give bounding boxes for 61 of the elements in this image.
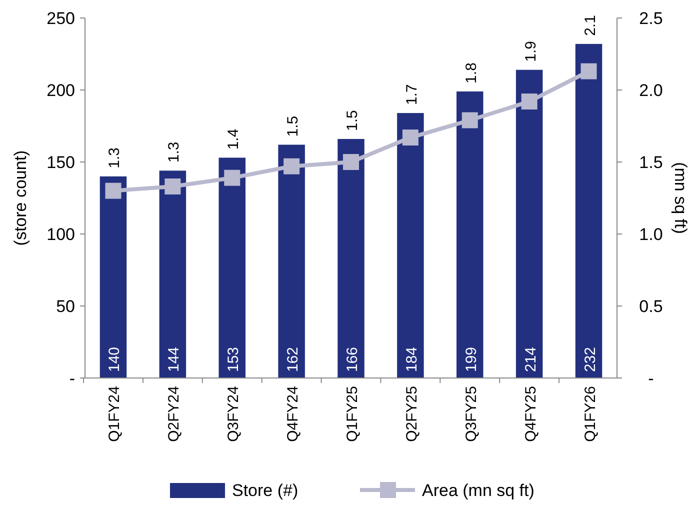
data-label: 184 [403,346,420,372]
bar [100,176,127,378]
y2-tick-label: - [648,369,654,388]
bar [516,70,543,378]
data-label: 214 [522,346,540,372]
bar [456,91,484,378]
data-label: 140 [106,346,124,372]
data-label: 232 [582,346,599,372]
data-label: 1.9 [522,40,540,62]
y-tick-label: 50 [56,297,75,316]
bar [575,44,602,378]
y2-axis-title: (mn sq ft) [671,162,688,234]
y2-tick-label: 1.5 [639,153,663,172]
x-tick-label: Q1FY24 [106,386,124,442]
data-label: 1.5 [344,110,361,131]
y-axis-title: (store count) [11,150,30,246]
data-label: 1.3 [166,142,183,163]
data-label: 153 [225,346,242,372]
x-tick-label: Q3FY24 [225,386,242,442]
point [580,63,597,80]
y2-tick-label: 2.0 [639,81,663,100]
point [402,130,418,146]
y-tick-label: 250 [46,9,75,28]
x-tick-label: Q2FY24 [166,386,183,442]
y-tick-label: 100 [46,225,75,244]
data-label: 1.8 [462,62,480,84]
legend-label: Area (mn sq ft) [422,481,534,500]
data-label: 144 [166,346,183,372]
data-label: 1.7 [403,84,420,106]
x-tick-label: Q3FY25 [462,386,480,442]
bar [338,138,364,378]
y2-tick-label: 1.0 [639,225,663,244]
y-tick-label: 200 [46,81,75,100]
y2-tick-label: 0.5 [639,297,663,316]
data-label: 162 [284,346,302,372]
point [343,154,359,170]
y2-tick-label: 2.5 [639,9,663,28]
data-label: 2.1 [582,15,599,36]
data-label: 199 [462,346,480,372]
point [105,182,122,199]
bar [218,158,246,378]
point [521,94,538,110]
y-tick-label: 150 [46,153,75,172]
data-label: 1.5 [284,116,302,137]
x-tick-label: Q2FY25 [403,386,420,442]
x-tick-label: Q4FY24 [284,386,302,442]
y-tick-label: - [69,369,75,388]
bar [159,170,186,378]
point [462,112,478,128]
point [284,158,300,174]
data-label: 166 [344,346,361,372]
point [224,170,240,186]
data-label: 1.3 [106,148,124,168]
legend-label: Store (#) [232,481,298,500]
data-label: 1.4 [225,128,242,150]
point [164,178,181,194]
bar [397,113,424,378]
bar [278,144,305,378]
x-tick-label: Q1FY26 [582,386,599,442]
x-tick-label: Q4FY25 [522,386,540,442]
x-tick-label: Q1FY25 [344,386,361,442]
